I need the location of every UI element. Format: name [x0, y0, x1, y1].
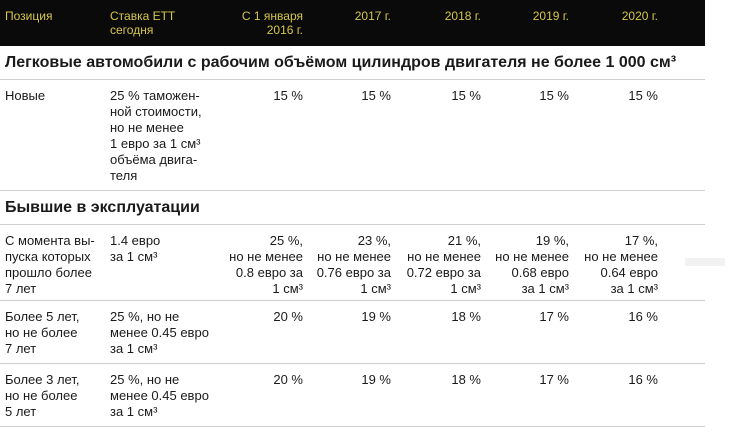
cell-2020: 17 %, но не менее 0.64 евро за 1 см³ — [584, 233, 658, 296]
cell-2018: 21 %, но не менее 0.72 евро за 1 см³ — [406, 233, 481, 296]
cell-position: Более 3 лет, но не более 5 лет — [5, 372, 80, 419]
cell-rate: 25 %, но не менее 0.45 евро за 1 см³ — [110, 309, 209, 356]
header-2017: 2017 г. — [354, 9, 391, 23]
cell-2020: 16 % — [628, 309, 658, 324]
cell-rate: 1.4 евро за 1 см³ — [110, 233, 161, 264]
cell-rate: 25 % таможен- ной стоимости, но не менее… — [110, 88, 202, 183]
cell-rate: 25 %, но не менее 0.45 евро за 1 см³ — [110, 372, 209, 419]
header-2019: 2019 г. — [532, 9, 569, 23]
section-title-new-cars: Легковые автомобили с рабочим объёмом ци… — [0, 46, 705, 80]
cell-2017: 19 % — [361, 309, 391, 324]
cell-position: Новые — [5, 88, 46, 103]
cell-2019: 17 % — [539, 372, 569, 387]
table-row-5-to-7-years: Более 5 лет, но не более 7 лет 25 %, но … — [0, 301, 705, 364]
cell-2018: 18 % — [451, 372, 481, 387]
cell-2017: 15 % — [361, 88, 391, 103]
cell-2018: 18 % — [451, 309, 481, 324]
section-title-used-cars: Бывшие в эксплуатации — [0, 191, 705, 225]
header-2016: С 1 января 2016 г. — [241, 9, 303, 37]
background-artifact — [685, 258, 725, 266]
section-title-text: Бывшие в эксплуатации — [5, 199, 200, 216]
cell-2020: 15 % — [628, 88, 658, 103]
table-row-3-to-5-years: Более 3 лет, но не более 5 лет 25 %, но … — [0, 364, 705, 427]
cell-2019: 15 % — [539, 88, 569, 103]
cell-2017: 19 % — [361, 372, 391, 387]
tariff-table: Позиция Ставка ЕТТ сегодня С 1 января 20… — [0, 0, 705, 427]
header-2018: 2018 г. — [444, 9, 481, 23]
cell-2019: 17 % — [539, 309, 569, 324]
header-2020: 2020 г. — [621, 9, 658, 23]
header-position: Позиция — [5, 9, 53, 23]
cell-2018: 15 % — [451, 88, 481, 103]
cell-2019: 19 %, но не менее 0.68 евро за 1 см³ — [495, 233, 569, 296]
cell-2016: 20 % — [273, 372, 303, 387]
cell-position: Более 5 лет, но не более 7 лет — [5, 309, 80, 356]
cell-position: С момента вы- пуска которых прошло более… — [5, 233, 95, 296]
cell-2016: 20 % — [273, 309, 303, 324]
cell-2016: 25 %, но не менее 0.8 евро за 1 см³ — [229, 233, 303, 296]
table-row-over-7-years: С момента вы- пуска которых прошло более… — [0, 225, 705, 301]
section-title-text: Легковые автомобили с рабочим объёмом ци… — [5, 54, 677, 71]
cell-2020: 16 % — [628, 372, 658, 387]
table-row-new: Новые 25 % таможен- ной стоимости, но не… — [0, 80, 705, 191]
cell-2017: 23 %, но не менее 0.76 евро за 1 см³ — [316, 233, 391, 296]
table-header: Позиция Ставка ЕТТ сегодня С 1 января 20… — [0, 0, 705, 46]
header-rate: Ставка ЕТТ сегодня — [110, 9, 176, 37]
cell-2016: 15 % — [273, 88, 303, 103]
